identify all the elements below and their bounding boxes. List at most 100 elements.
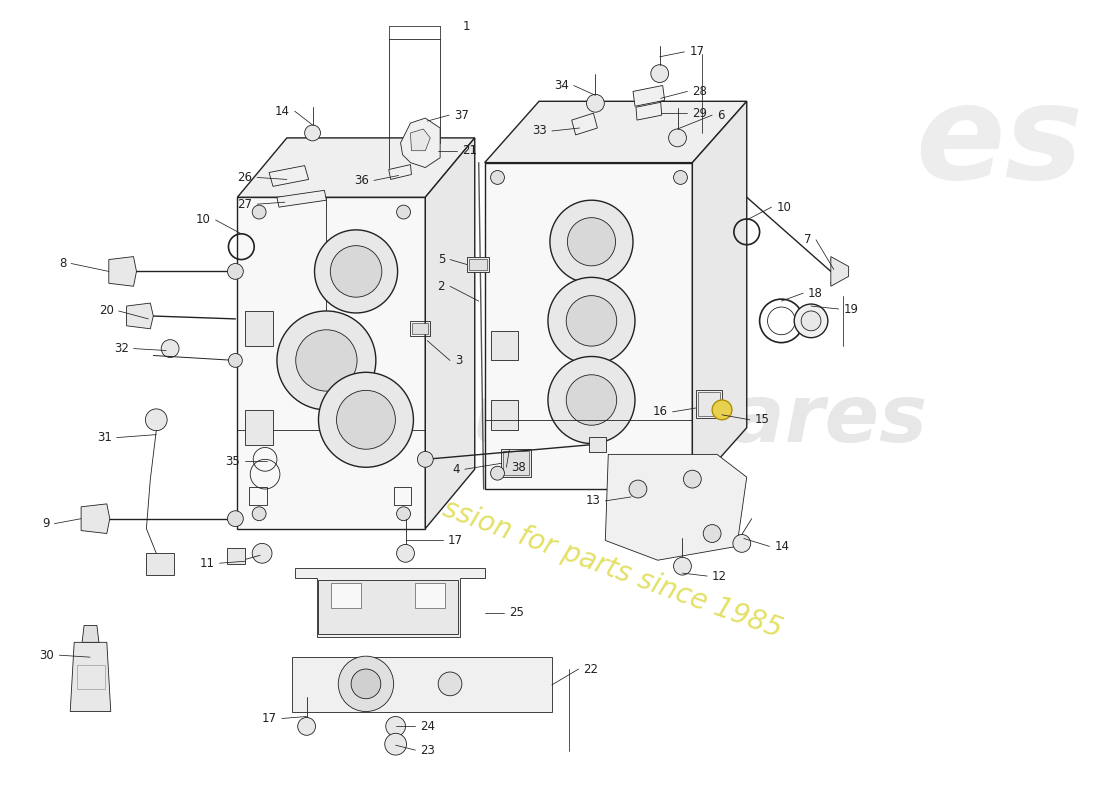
Polygon shape — [270, 166, 309, 186]
Bar — [696, 390, 722, 418]
Bar — [416, 583, 446, 608]
Bar — [466, 257, 488, 273]
Circle shape — [566, 374, 617, 426]
Text: 19: 19 — [844, 302, 859, 315]
Text: 25: 25 — [509, 606, 525, 619]
Circle shape — [386, 717, 406, 736]
Circle shape — [673, 466, 688, 480]
Circle shape — [298, 718, 316, 735]
Circle shape — [296, 330, 358, 391]
Polygon shape — [295, 568, 485, 638]
Text: 13: 13 — [585, 494, 601, 507]
Circle shape — [491, 170, 505, 184]
Polygon shape — [238, 138, 475, 198]
Text: es: es — [915, 79, 1084, 206]
Circle shape — [228, 263, 243, 279]
Text: 1: 1 — [463, 20, 471, 33]
Bar — [319, 580, 458, 634]
Bar — [412, 323, 428, 334]
Circle shape — [229, 354, 242, 367]
Circle shape — [703, 525, 720, 542]
Text: 21: 21 — [462, 144, 477, 158]
Text: 9: 9 — [42, 517, 50, 530]
Text: 22: 22 — [584, 662, 598, 675]
Circle shape — [337, 390, 395, 450]
Circle shape — [417, 451, 433, 467]
Text: 31: 31 — [97, 431, 112, 444]
Text: 16: 16 — [652, 406, 668, 418]
Text: 17: 17 — [448, 534, 463, 547]
Text: a passion for parts since 1985: a passion for parts since 1985 — [382, 474, 785, 643]
Text: 34: 34 — [553, 79, 569, 92]
Circle shape — [397, 205, 410, 219]
Bar — [502, 450, 531, 477]
Polygon shape — [426, 138, 475, 529]
Text: 2: 2 — [438, 280, 446, 293]
Circle shape — [228, 510, 243, 526]
Text: 35: 35 — [226, 455, 240, 468]
Polygon shape — [82, 626, 99, 642]
Bar — [491, 330, 518, 361]
Circle shape — [794, 304, 828, 338]
Text: 5: 5 — [438, 253, 446, 266]
Polygon shape — [605, 454, 747, 560]
Polygon shape — [126, 303, 153, 329]
Circle shape — [651, 65, 669, 82]
Text: 20: 20 — [99, 305, 113, 318]
Text: 8: 8 — [59, 257, 66, 270]
Circle shape — [252, 543, 272, 563]
Circle shape — [491, 466, 505, 480]
Circle shape — [277, 311, 376, 410]
Text: 7: 7 — [803, 234, 811, 246]
Polygon shape — [277, 190, 327, 207]
Text: 24: 24 — [420, 720, 436, 733]
Circle shape — [397, 507, 410, 521]
Text: 11: 11 — [199, 557, 214, 570]
Bar — [588, 437, 606, 453]
Text: 36: 36 — [354, 174, 368, 187]
Text: 37: 37 — [454, 109, 469, 122]
Polygon shape — [70, 642, 111, 711]
Circle shape — [550, 200, 632, 283]
Bar — [331, 583, 361, 608]
Text: 29: 29 — [692, 106, 707, 120]
Circle shape — [330, 246, 382, 297]
Text: 26: 26 — [238, 171, 252, 184]
Bar — [146, 554, 174, 575]
Circle shape — [252, 507, 266, 521]
Text: 23: 23 — [420, 744, 436, 757]
Polygon shape — [400, 118, 440, 167]
Circle shape — [305, 125, 320, 141]
Circle shape — [733, 534, 750, 552]
Circle shape — [315, 230, 397, 313]
Text: 12: 12 — [712, 570, 727, 582]
Circle shape — [586, 94, 604, 112]
Text: 3: 3 — [455, 354, 462, 367]
Bar — [394, 487, 411, 505]
Circle shape — [548, 357, 635, 443]
Polygon shape — [830, 257, 848, 286]
Circle shape — [339, 656, 394, 711]
Text: 15: 15 — [755, 414, 770, 426]
Text: 10: 10 — [777, 201, 791, 214]
Text: 30: 30 — [40, 649, 54, 662]
Circle shape — [397, 545, 415, 562]
Circle shape — [351, 669, 381, 698]
Text: 38: 38 — [512, 461, 526, 474]
Polygon shape — [692, 102, 747, 489]
Bar — [698, 392, 720, 416]
Text: 10: 10 — [196, 214, 211, 226]
Circle shape — [385, 734, 407, 755]
Circle shape — [568, 218, 616, 266]
Circle shape — [673, 170, 688, 184]
Polygon shape — [485, 162, 692, 489]
Text: 6: 6 — [717, 109, 725, 122]
Circle shape — [145, 409, 167, 430]
Bar — [228, 548, 245, 564]
Polygon shape — [238, 198, 426, 529]
Polygon shape — [636, 102, 662, 120]
Polygon shape — [485, 102, 747, 162]
Polygon shape — [292, 657, 552, 711]
Bar — [504, 451, 529, 475]
Text: 4: 4 — [452, 462, 460, 476]
